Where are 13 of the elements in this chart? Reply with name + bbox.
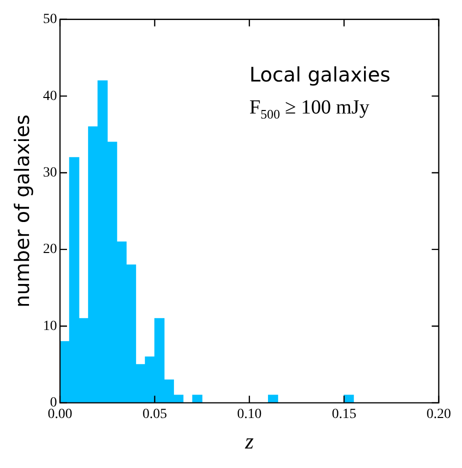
x-tick-label: 0.15 [332, 406, 356, 422]
x-tick-label: 0.10 [237, 406, 262, 422]
y-tick-label: 40 [43, 88, 57, 104]
y-tick-label: 10 [43, 318, 57, 334]
y-tick-label: 30 [43, 165, 57, 180]
x-tick-label: 0.05 [142, 406, 167, 422]
x-tick-label: 0.20 [426, 406, 451, 422]
x-tick-label: 0.00 [48, 406, 72, 422]
annotation: Local galaxies [249, 62, 390, 86]
y-tick-label: 20 [43, 242, 57, 258]
x-axis-title: z [244, 428, 254, 454]
y-axis-title: number of galaxies [10, 114, 34, 308]
y-tick-label: 50 [43, 12, 57, 28]
